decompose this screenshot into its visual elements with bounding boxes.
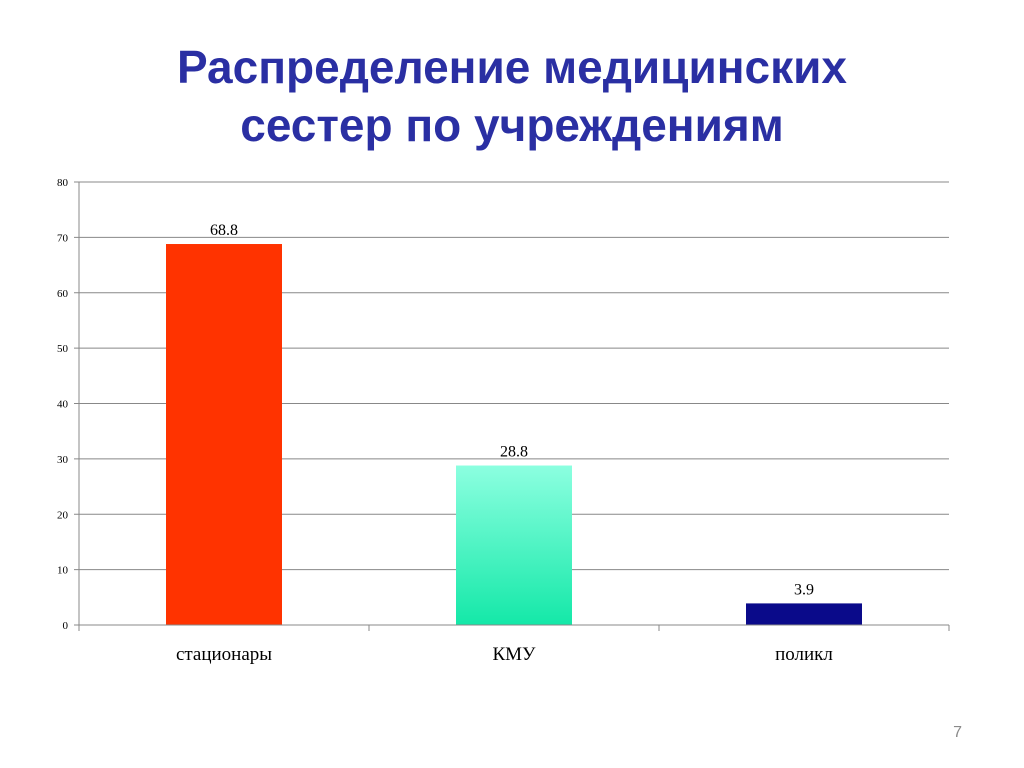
slide-title-line-1: Распределение медицинских: [176, 41, 847, 93]
bars: [166, 244, 862, 625]
slide-title-line-2: сестер по учреждениям: [240, 99, 784, 151]
x-category-label: стационары: [176, 644, 272, 665]
data-label: 28.8: [500, 444, 528, 461]
y-tick-label: 80: [57, 177, 69, 189]
y-tick-label: 30: [57, 454, 69, 466]
page-number: 7: [953, 724, 962, 741]
labels: 0 10 20 30 40 50 60 70 80 68.8 стационары 28.8 КМУ 3.…: [57, 177, 833, 665]
bar-3: [746, 603, 862, 625]
axes: [74, 181, 950, 631]
y-tick-label: 40: [57, 399, 69, 411]
slide-title: Распределение медицинских сестер по учре…: [0, 38, 1024, 154]
data-label: 68.8: [210, 222, 238, 239]
y-tick-label: 20: [57, 509, 69, 521]
bar-2: [456, 465, 572, 625]
x-category-label: поликл: [775, 644, 833, 665]
x-category-label: КМУ: [492, 644, 536, 665]
y-tick-label: 60: [57, 288, 69, 300]
y-tick-label: 50: [57, 343, 69, 355]
y-tick-label: 0: [63, 620, 69, 632]
y-tick-label: 10: [57, 565, 69, 577]
bar-1: [166, 244, 282, 625]
y-tick-label: 70: [57, 232, 69, 244]
data-label: 3.9: [794, 581, 814, 598]
